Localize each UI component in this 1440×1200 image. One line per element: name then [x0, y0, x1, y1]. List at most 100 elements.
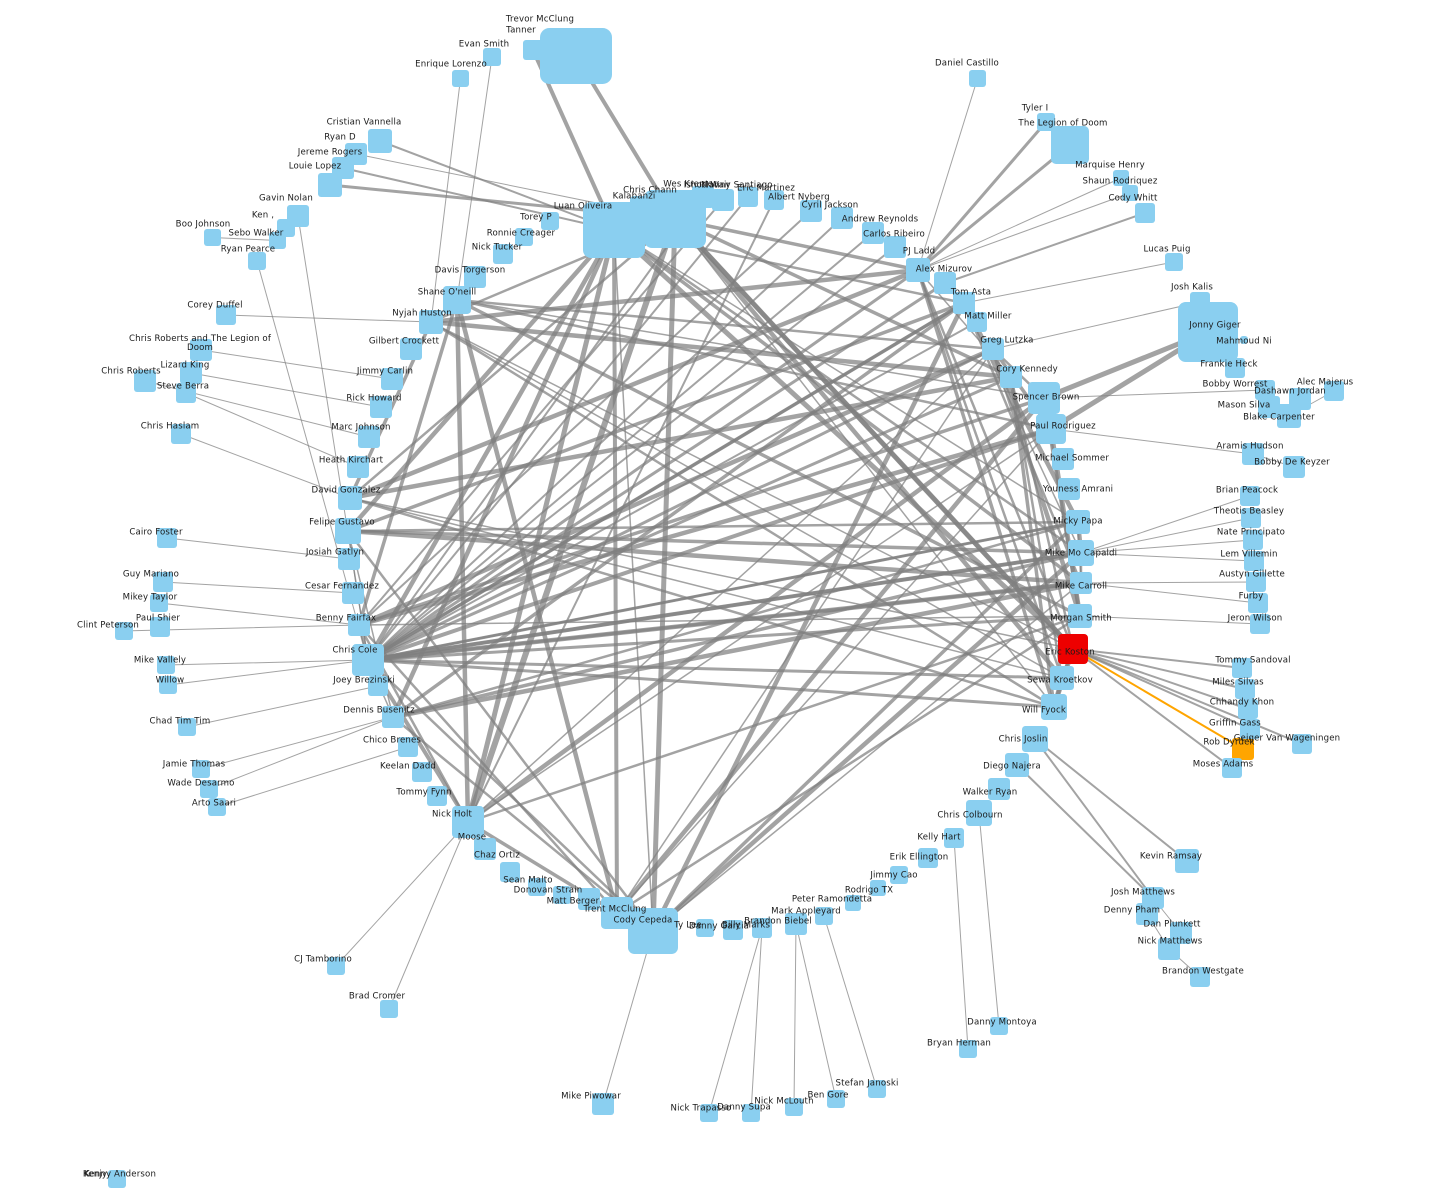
graph-node[interactable]	[1041, 694, 1067, 720]
graph-node[interactable]	[918, 848, 938, 868]
graph-node[interactable]	[338, 548, 360, 570]
graph-node[interactable]	[171, 424, 191, 444]
graph-node[interactable]	[523, 40, 543, 60]
graph-node[interactable]	[1135, 203, 1155, 223]
graph-node[interactable]	[1324, 381, 1344, 401]
graph-node[interactable]	[578, 888, 600, 910]
graph-node[interactable]	[419, 310, 443, 334]
graph-node[interactable]	[1113, 170, 1129, 186]
graph-node[interactable]	[1240, 336, 1248, 344]
graph-node[interactable]	[269, 232, 286, 249]
graph-node[interactable]	[742, 1104, 760, 1122]
graph-node[interactable]	[483, 48, 501, 66]
graph-node[interactable]	[959, 1040, 977, 1058]
graph-node[interactable]	[134, 370, 156, 392]
graph-node[interactable]	[1289, 388, 1311, 410]
graph-node[interactable]	[1250, 614, 1270, 634]
graph-node[interactable]	[1036, 414, 1066, 444]
graph-node[interactable]	[785, 1098, 803, 1116]
graph-node[interactable]	[934, 272, 956, 294]
graph-node[interactable]	[540, 28, 612, 84]
graph-node[interactable]	[1051, 126, 1089, 164]
graph-node[interactable]	[1066, 510, 1090, 534]
graph-node[interactable]	[348, 614, 370, 636]
graph-node[interactable]	[370, 396, 392, 418]
graph-node[interactable]	[815, 907, 833, 925]
graph-node[interactable]	[190, 339, 212, 361]
graph-node[interactable]	[192, 760, 210, 778]
graph-node[interactable]	[752, 918, 772, 938]
graph-node[interactable]	[1222, 758, 1242, 778]
graph-node[interactable]	[342, 582, 364, 604]
graph-node[interactable]	[700, 1104, 718, 1122]
graph-node[interactable]	[1175, 849, 1199, 873]
graph-node[interactable]	[1052, 448, 1074, 470]
graph-node[interactable]	[1050, 666, 1074, 690]
graph-node[interactable]	[541, 212, 559, 230]
graph-node[interactable]	[692, 186, 714, 208]
graph-node[interactable]	[1225, 358, 1245, 378]
graph-node[interactable]	[1255, 380, 1275, 400]
graph-node[interactable]	[1232, 738, 1254, 760]
graph-node[interactable]	[493, 244, 513, 264]
graph-node[interactable]	[178, 718, 196, 736]
graph-node[interactable]	[208, 798, 226, 816]
graph-node[interactable]	[862, 222, 884, 244]
graph-node[interactable]	[1240, 719, 1260, 739]
graph-node[interactable]	[553, 886, 571, 904]
graph-node[interactable]	[1242, 443, 1264, 465]
graph-node[interactable]	[785, 913, 807, 935]
graph-node[interactable]	[452, 806, 484, 838]
graph-node[interactable]	[382, 706, 404, 728]
graph-node[interactable]	[712, 189, 734, 211]
graph-node[interactable]	[1068, 540, 1094, 566]
graph-node[interactable]	[738, 187, 758, 207]
graph-node[interactable]	[868, 1080, 886, 1098]
graph-node[interactable]	[1243, 530, 1263, 550]
graph-node[interactable]	[953, 292, 975, 314]
graph-node[interactable]	[153, 572, 173, 592]
graph-node[interactable]	[358, 426, 380, 448]
graph-node[interactable]	[967, 312, 987, 332]
graph-node[interactable]	[1165, 253, 1183, 271]
graph-node[interactable]	[1178, 302, 1238, 362]
graph-node[interactable]	[108, 1170, 126, 1188]
graph-node[interactable]	[845, 895, 861, 911]
graph-node[interactable]	[150, 594, 168, 612]
graph-node[interactable]	[368, 129, 392, 153]
graph-node[interactable]	[427, 786, 447, 806]
graph-node[interactable]	[1190, 292, 1210, 312]
graph-node[interactable]	[157, 656, 175, 674]
graph-node[interactable]	[200, 780, 218, 798]
graph-node[interactable]	[515, 228, 533, 246]
graph-node[interactable]	[150, 617, 170, 637]
graph-node[interactable]	[990, 1017, 1008, 1035]
graph-node[interactable]	[1158, 938, 1180, 960]
graph-node[interactable]	[628, 908, 678, 954]
graph-node[interactable]	[443, 286, 471, 314]
graph-node[interactable]	[204, 229, 221, 246]
graph-node[interactable]	[398, 737, 418, 757]
graph-node[interactable]	[906, 258, 930, 282]
graph-node[interactable]	[1258, 396, 1280, 418]
graph-node[interactable]	[1136, 903, 1158, 925]
graph-node[interactable]	[1240, 486, 1260, 506]
graph-node[interactable]	[464, 266, 486, 288]
graph-node[interactable]	[764, 190, 784, 210]
graph-node[interactable]	[338, 486, 362, 510]
graph-node[interactable]	[969, 70, 986, 87]
graph-node[interactable]	[528, 878, 546, 896]
graph-node[interactable]	[1190, 967, 1210, 987]
graph-node[interactable]	[216, 305, 236, 325]
graph-node[interactable]	[1028, 382, 1060, 414]
graph-node[interactable]	[157, 528, 177, 548]
graph-node[interactable]	[601, 897, 633, 929]
graph-node[interactable]	[347, 456, 369, 478]
graph-node[interactable]	[1005, 753, 1029, 777]
graph-node[interactable]	[723, 920, 743, 940]
graph-node[interactable]	[966, 800, 992, 826]
graph-node[interactable]	[1292, 734, 1312, 754]
graph-node[interactable]	[1244, 551, 1264, 571]
graph-node[interactable]	[248, 252, 266, 270]
graph-node[interactable]	[827, 1090, 845, 1108]
